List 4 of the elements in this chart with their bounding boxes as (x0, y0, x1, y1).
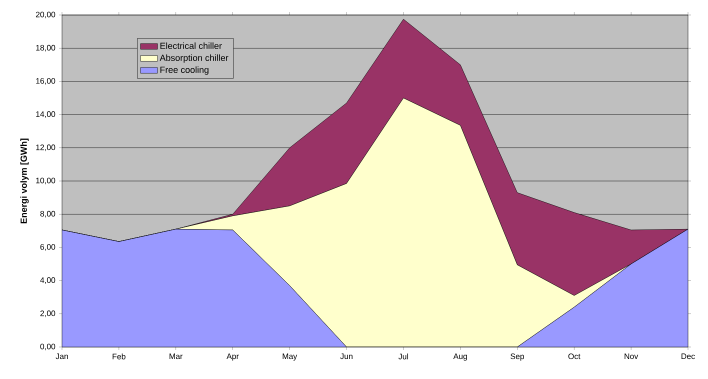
legend-label: Absorption chiller (160, 54, 228, 63)
y-axis-title: Energi volym [GWh] (20, 138, 29, 224)
legend-label: Free cooling (160, 66, 208, 75)
legend-label: Electrical chiller (160, 42, 222, 50)
